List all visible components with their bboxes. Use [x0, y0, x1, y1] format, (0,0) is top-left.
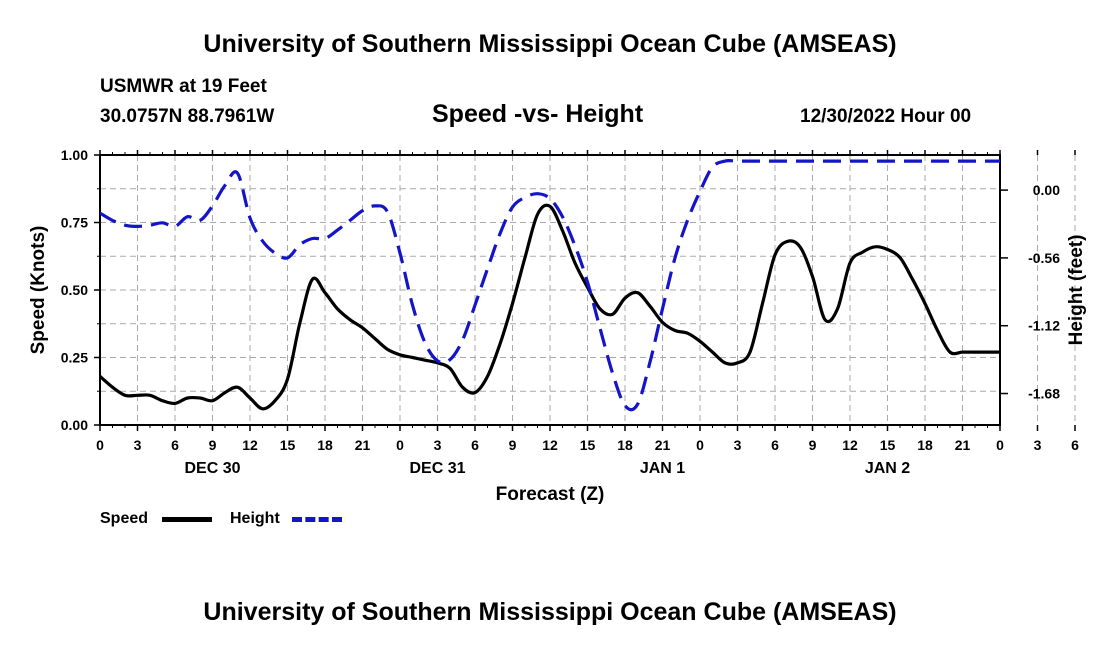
x-tick-label: 6 [1071, 437, 1079, 453]
x-day-label: DEC 31 [409, 460, 465, 477]
x-tick-label: 15 [880, 437, 896, 453]
x-tick-label: 3 [734, 437, 742, 453]
x-day-label: JAN 2 [865, 460, 910, 477]
x-tick-label: 6 [771, 437, 779, 453]
x-tick-label: 9 [509, 437, 517, 453]
height-series-line [100, 159, 1000, 412]
x-tick-label: 21 [955, 437, 971, 453]
x-tick-label: 18 [317, 437, 333, 453]
chart-main-title: University of Southern Mississippi Ocean… [203, 30, 897, 58]
legend-height-swatch [292, 517, 342, 522]
x-tick-label: 6 [171, 437, 179, 453]
x-tick-label: 18 [617, 437, 633, 453]
y-tick-label: 0.25 [61, 350, 88, 366]
x-tick-label: 18 [917, 437, 933, 453]
x-day-label: JAN 1 [640, 460, 685, 477]
y2-axis-title: Height (feet) [1066, 235, 1087, 346]
x-tick-label: 9 [809, 437, 817, 453]
legend-height-label: Height [230, 510, 280, 527]
y-tick-label: 0.00 [61, 417, 88, 433]
x-tick-label: 9 [209, 437, 217, 453]
x-tick-label: 12 [242, 437, 258, 453]
x-tick-label: 0 [696, 437, 704, 453]
x-tick-label: 0 [96, 437, 104, 453]
y2-tick-label: -1.68 [1028, 386, 1060, 402]
x-tick-label: 3 [1034, 437, 1042, 453]
x-tick-label: 3 [134, 437, 142, 453]
y-tick-label: 1.00 [61, 147, 88, 163]
x-tick-label: 21 [655, 437, 671, 453]
forecast-datetime: 12/30/2022 Hour 00 [800, 106, 972, 127]
legend-speed-swatch [162, 517, 212, 522]
y2-tick-label: -0.56 [1028, 250, 1060, 266]
x-tick-label: 0 [396, 437, 404, 453]
x-tick-label: 21 [355, 437, 371, 453]
y-tick-label: 0.50 [61, 282, 88, 298]
chart-subtitle: Speed -vs- Height [432, 100, 644, 128]
speed-series-line [100, 203, 1000, 411]
x-tick-label: 12 [842, 437, 858, 453]
x-tick-label: 15 [580, 437, 596, 453]
x-tick-label: 6 [471, 437, 479, 453]
station-label: USMWR at 19 Feet [100, 76, 267, 97]
x-tick-label: 15 [280, 437, 296, 453]
x-tick-label: 3 [434, 437, 442, 453]
coordinates-label: 30.0757N 88.7961W [100, 106, 275, 127]
x-tick-label: 12 [542, 437, 558, 453]
x-day-label: DEC 30 [184, 460, 240, 477]
y2-tick-label: -1.12 [1028, 318, 1060, 334]
footer-title: University of Southern Mississippi Ocean… [203, 598, 897, 626]
y2-tick-label: 0.00 [1033, 182, 1060, 198]
plot-frame [99, 154, 1001, 426]
legend-speed-label: Speed [100, 510, 149, 527]
x-tick-label: 0 [996, 437, 1004, 453]
x-axis-title: Forecast (Z) [496, 484, 605, 505]
y-axis-title: Speed (Knots) [28, 226, 49, 355]
y-tick-label: 0.75 [61, 215, 88, 231]
